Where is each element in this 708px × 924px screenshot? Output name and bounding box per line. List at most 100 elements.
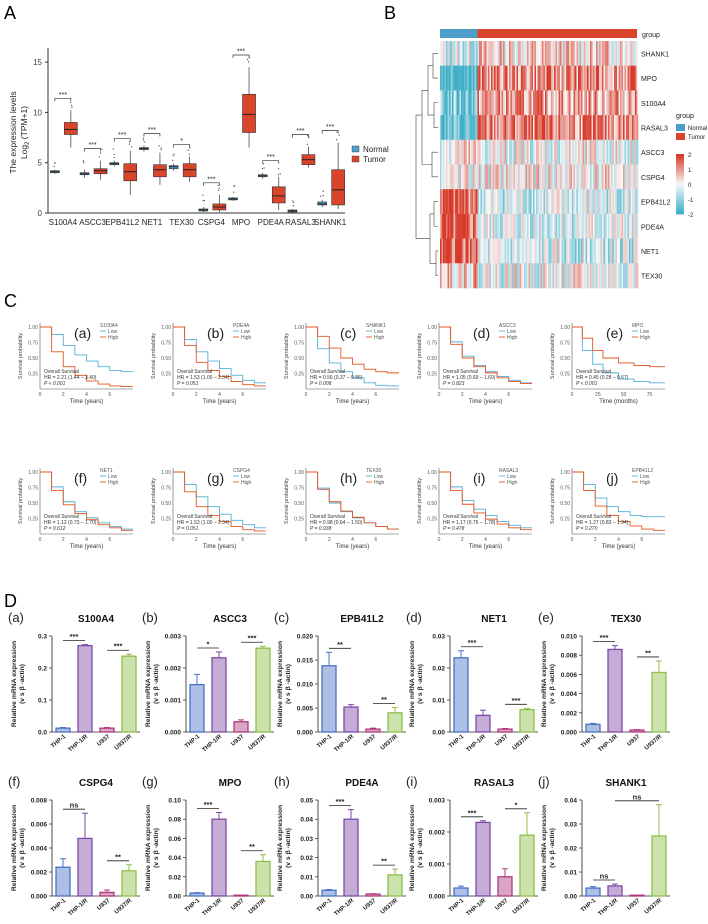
heatmap-cell [575,115,577,141]
heatmap-cell [560,213,562,239]
significance-label: * [180,138,183,145]
heatmap-cell [489,139,492,165]
heatmap-cell [582,139,585,165]
bar-y-axis-title: Relative mRNA expression [277,805,284,891]
legend-swatch-tumor [351,155,360,163]
heatmap-cell [597,139,600,165]
outlier-point [160,149,162,151]
heatmap-cell [486,213,489,239]
heatmap-cell [612,263,615,289]
heatmap-cell [453,189,456,215]
heatmap-cell [459,90,462,116]
bar-plot-epb41l2: (c) EPB41L20.0000.0050.0100.0150.020Relat… [274,610,406,754]
km-hazard-ratio: HR = 1.12 (0.73 – 1.70) [44,520,97,526]
heatmap-cell [593,189,595,215]
heatmap-cell [443,90,445,116]
heatmap-cell [506,263,508,289]
heatmap-cell [450,139,453,165]
color-scale-step [676,178,684,181]
heatmap-cell [540,90,543,116]
heatmap-cell [536,164,538,190]
heatmap-cell [618,263,621,289]
heatmap-cell [524,65,526,91]
heatmap-cell [620,90,622,116]
heatmap-cell [458,41,460,66]
heatmap-cell [564,189,567,215]
km-hazard-ratio: HR = 1.53 (1.00 – 2.34) [177,375,230,381]
dendrogram-branch [415,114,430,239]
bar-y-tick-label: 0.06 [168,836,181,843]
heatmap-cell [482,263,484,289]
km-gene-label: SHANK1 [366,323,386,329]
significance-bracket [203,182,220,186]
km-subplot-tag: (b) [207,325,224,341]
significance-label: * [207,640,210,649]
heatmap-cell [572,164,574,190]
heatmap-cell [495,139,498,165]
bar-y-tick-label: 0.020 [297,634,314,641]
heatmap-cell [597,115,600,141]
heatmap-cell [602,263,604,289]
heatmap-cell [576,65,579,91]
heatmap-cell [605,90,607,116]
heatmap-cell [476,164,478,190]
heatmap-cell [483,238,486,264]
outlier-point [144,141,146,143]
heatmap-cell [533,115,535,141]
heatmap-cell [498,115,501,141]
heatmap-cell [513,115,516,141]
heatmap-cell [552,238,555,264]
heatmap-cell [623,90,625,116]
heatmap-cell [521,41,523,66]
heatmap-cell [513,189,516,215]
heatmap-cell [611,263,613,289]
heatmap-cell [575,139,577,165]
heatmap-cell [630,213,633,239]
heatmap-cell [485,213,487,239]
outlier-point [292,205,295,207]
km-y-axis-title: Survival probability [417,333,423,379]
heatmap-cell [518,139,520,165]
bar-thp-1-r [475,714,491,733]
heatmap-cell [524,41,526,66]
km-x-tick-label: 75 [647,392,653,398]
heatmap-cell [618,65,621,91]
heatmap-cell [620,238,622,264]
bar-subplot-tag: (a) [8,610,24,625]
heatmap-cell [470,41,472,66]
heatmap-cell [558,115,561,141]
km-y-tick-label: 0.75 [28,341,38,347]
heatmap-cell [635,139,637,165]
km-y-axis-title: Survival probability [284,478,290,524]
heatmap-cell [543,41,546,66]
heatmap-cell [549,115,552,141]
heatmap-cell [530,238,532,264]
heatmap-cell [440,115,442,141]
bar-u937 [99,727,115,733]
heatmap-cell [623,238,625,264]
heatmap-cell [462,213,465,239]
bar-thp-1 [453,657,469,733]
heatmap-cell [573,65,576,91]
heatmap-cell [615,139,618,165]
bar-subplot-tag: (e) [538,610,554,625]
heatmap-cell [597,238,600,264]
bar-u937 [233,721,249,733]
heatmap-cell [479,263,481,289]
heatmap-cell [503,65,505,91]
heatmap-cell [524,90,526,116]
heatmap-cell [521,139,523,165]
heatmap-cell [570,164,573,190]
box-tumor [182,163,197,178]
heatmap-cell [621,41,624,66]
heatmap-cell [510,41,513,66]
heatmap-cell [528,189,531,215]
heatmap-cell [594,189,597,215]
heatmap-cell [539,115,541,141]
heatmap-cell [572,263,574,289]
heatmap-cell [584,139,586,165]
heatmap-cell [600,65,603,91]
heatmap-cell [554,139,556,165]
heatmap-cell [635,164,637,190]
km-y-axis-title: Survival probability [18,333,24,379]
